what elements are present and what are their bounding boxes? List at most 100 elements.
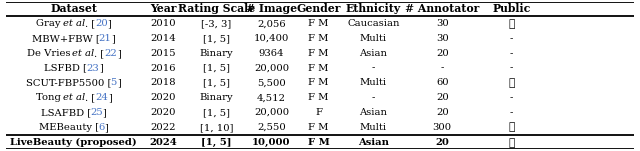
Text: ]: ] <box>111 34 115 43</box>
Text: -: - <box>509 49 513 58</box>
Text: Tong: Tong <box>36 93 64 102</box>
Text: 2,056: 2,056 <box>257 19 285 28</box>
Text: -: - <box>372 93 375 102</box>
Text: Binary: Binary <box>200 49 234 58</box>
Text: Binary: Binary <box>200 93 234 102</box>
Text: ]: ] <box>108 19 111 28</box>
Text: ✓: ✓ <box>508 137 515 148</box>
Text: [1, 5]: [1, 5] <box>201 138 232 147</box>
Text: Ethnicity: Ethnicity <box>346 3 401 14</box>
Text: F M: F M <box>308 34 328 43</box>
Text: 20: 20 <box>436 93 449 102</box>
Text: ]: ] <box>117 78 121 87</box>
Text: # Annotator: # Annotator <box>405 3 479 14</box>
Text: 25: 25 <box>90 108 103 117</box>
Text: De Vries: De Vries <box>26 49 73 58</box>
Text: ✓: ✓ <box>508 122 515 132</box>
Text: Gray: Gray <box>36 19 63 28</box>
Text: Year: Year <box>150 3 177 14</box>
Text: Public: Public <box>492 3 531 14</box>
Text: ]: ] <box>104 123 108 132</box>
Text: 2020: 2020 <box>150 93 176 102</box>
Text: 20: 20 <box>95 19 108 28</box>
Text: ]: ] <box>99 64 103 73</box>
Text: F M: F M <box>308 64 328 73</box>
Text: et al: et al <box>63 93 86 102</box>
Text: 2022: 2022 <box>150 123 176 132</box>
Text: Caucasian: Caucasian <box>347 19 399 28</box>
Text: Rating Scale: Rating Scale <box>178 3 255 14</box>
Text: Gender: Gender <box>296 3 340 14</box>
Text: F M: F M <box>308 138 330 147</box>
Text: 300: 300 <box>433 123 452 132</box>
Text: 2,550: 2,550 <box>257 123 286 132</box>
Text: 10,400: 10,400 <box>253 34 289 43</box>
Text: 4,512: 4,512 <box>257 93 286 102</box>
Text: 30: 30 <box>436 19 449 28</box>
Text: -: - <box>509 34 513 43</box>
Text: LSAFBD [: LSAFBD [ <box>40 108 91 117</box>
Text: 20,000: 20,000 <box>254 64 289 73</box>
Text: 10,000: 10,000 <box>252 138 291 147</box>
Text: -: - <box>509 64 513 73</box>
Text: LSFBD [: LSFBD [ <box>44 64 87 73</box>
Text: F M: F M <box>308 19 328 28</box>
Text: 2020: 2020 <box>150 108 176 117</box>
Text: -: - <box>509 93 513 102</box>
Text: . [: . [ <box>85 19 95 28</box>
Text: 2024: 2024 <box>149 138 177 147</box>
Text: 30: 30 <box>436 34 449 43</box>
Text: 2015: 2015 <box>150 49 176 58</box>
Text: -: - <box>509 108 513 117</box>
Text: # Image: # Image <box>246 3 297 14</box>
Text: . [: . [ <box>94 49 104 58</box>
Text: F M: F M <box>308 123 328 132</box>
Text: ✓: ✓ <box>508 19 515 29</box>
Text: [1, 5]: [1, 5] <box>203 64 230 73</box>
Text: 20: 20 <box>436 49 449 58</box>
Text: -: - <box>372 64 375 73</box>
Text: 20,000: 20,000 <box>254 108 289 117</box>
Text: MBW+FBW [: MBW+FBW [ <box>32 34 99 43</box>
Text: Multi: Multi <box>360 123 387 132</box>
Text: 24: 24 <box>95 93 108 102</box>
Text: Asian: Asian <box>359 49 387 58</box>
Text: 22: 22 <box>104 49 117 58</box>
Text: 9364: 9364 <box>259 49 284 58</box>
Text: Asian: Asian <box>359 108 387 117</box>
Text: 5,500: 5,500 <box>257 78 286 87</box>
Text: F M: F M <box>308 93 328 102</box>
Text: et al: et al <box>72 49 95 58</box>
Text: F: F <box>315 108 322 117</box>
Text: [1, 5]: [1, 5] <box>203 78 230 87</box>
Text: 60: 60 <box>436 78 449 87</box>
Text: 2016: 2016 <box>150 64 176 73</box>
Text: 21: 21 <box>99 34 111 43</box>
Text: [1, 5]: [1, 5] <box>203 34 230 43</box>
Text: 6: 6 <box>98 123 104 132</box>
Text: 20: 20 <box>435 138 449 147</box>
Text: Asian: Asian <box>358 138 389 147</box>
Text: . [: . [ <box>85 93 95 102</box>
Text: Multi: Multi <box>360 78 387 87</box>
Text: F M: F M <box>308 78 328 87</box>
Text: ✓: ✓ <box>508 78 515 88</box>
Text: LiveBeauty (proposed): LiveBeauty (proposed) <box>10 138 137 147</box>
Text: [1, 5]: [1, 5] <box>203 108 230 117</box>
Text: SCUT-FBP5500 [: SCUT-FBP5500 [ <box>26 78 111 87</box>
Text: ]: ] <box>108 93 111 102</box>
Text: ]: ] <box>102 108 107 117</box>
Text: [1, 10]: [1, 10] <box>200 123 233 132</box>
Text: et al: et al <box>63 19 85 28</box>
Text: 2018: 2018 <box>150 78 176 87</box>
Text: ]: ] <box>117 49 121 58</box>
Text: 23: 23 <box>86 64 99 73</box>
Text: 2010: 2010 <box>150 19 176 28</box>
Text: Dataset: Dataset <box>51 3 97 14</box>
Text: [-3, 3]: [-3, 3] <box>202 19 232 28</box>
Text: F M: F M <box>308 49 328 58</box>
Text: 5: 5 <box>111 78 117 87</box>
Text: Multi: Multi <box>360 34 387 43</box>
Text: 20: 20 <box>436 108 449 117</box>
Text: MEBeauty [: MEBeauty [ <box>39 123 99 132</box>
